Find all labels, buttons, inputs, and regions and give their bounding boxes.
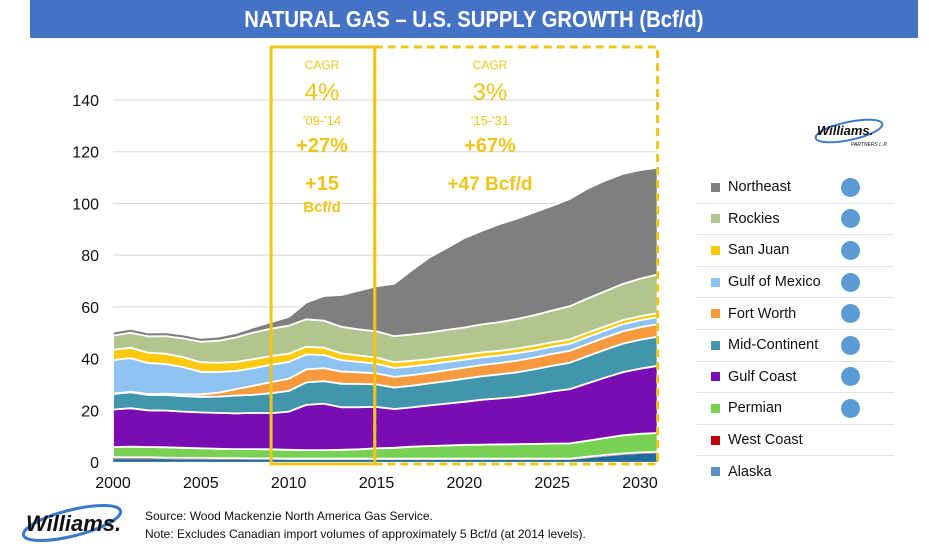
legend-swatch (711, 309, 720, 319)
annotation-period1: CAGR 4% '09-'14 +27% +15 Bcf/d (296, 58, 348, 216)
p1-cagr-label: CAGR (305, 58, 340, 72)
p2-growth-pct: +67% (464, 135, 516, 157)
williams-presence-dot-icon (841, 240, 860, 260)
annotation-period2: CAGR 3% '15-'31 +67% +47 Bcf/d (447, 58, 532, 195)
y-tick-label: 140 (72, 93, 99, 110)
williams-presence-dot-icon (841, 209, 860, 229)
legend-item: West Coast (697, 425, 894, 457)
exclusion-note: Note: Excludes Canadian import volumes o… (145, 527, 586, 541)
legend-item: San Juan (697, 235, 894, 267)
p1-growth-abs: +15 (305, 173, 339, 195)
williams-presence-dot-icon (841, 177, 860, 197)
legend-item: Alaska (697, 456, 894, 487)
legend-item: Northeast (697, 172, 894, 204)
x-axis-ticks: 2000 2005 2010 2015 2020 2025 2030 (95, 475, 658, 492)
p2-range: '15-'31 (471, 113, 509, 128)
legend-label: Northeast (728, 179, 791, 196)
p2-cagr-label: CAGR (473, 58, 508, 72)
legend-item: Mid-Continent (697, 330, 894, 362)
source-note: Source: Wood Mackenzie North America Gas… (145, 509, 433, 523)
williams-presence-dot-icon (841, 367, 860, 387)
legend-swatch (711, 182, 720, 192)
p2-cagr-value: 3% (473, 79, 508, 106)
highlight-box-1 (269, 45, 377, 466)
legend-item: Fort Worth (697, 298, 894, 330)
y-axis-ticks: 0 20 40 60 80 100 120 140 (72, 93, 99, 472)
logo-swoosh-icon (21, 504, 123, 542)
legend-swatch (711, 435, 720, 445)
legend-label: Gulf Coast (728, 368, 797, 385)
legend-swatch (711, 467, 720, 477)
legend: Northeast Rockies San Juan Gulf of Mexico Fo… (697, 172, 894, 487)
p2-growth-abs: +47 Bcf/d (447, 174, 532, 195)
x-tick-label: 2000 (95, 475, 131, 492)
x-tick-label: 2010 (271, 475, 307, 492)
legend-swatch (711, 214, 720, 224)
area-layers (112, 166, 659, 463)
legend-label: Rockies (728, 210, 780, 227)
x-tick-label: 2020 (447, 475, 483, 492)
williams-partners-logo: Williams. PARTNERS L.P. (814, 118, 887, 148)
legend-label: Mid-Continent (728, 337, 819, 354)
legend-label: San Juan (728, 242, 790, 259)
logo-sub: PARTNERS L.P. (851, 142, 887, 148)
x-tick-label: 2030 (622, 475, 658, 492)
legend-label: Fort Worth (728, 305, 797, 322)
williams-presence-dot-icon (841, 335, 860, 355)
chart-title: NATURAL GAS – U.S. SUPPLY GROWTH (Bcf/d) (244, 5, 704, 32)
legend-item: Gulf of Mexico (697, 267, 894, 299)
x-tick-label: 2005 (183, 475, 219, 492)
p1-range: '09-'14 (303, 113, 341, 128)
legend-swatch (711, 340, 720, 350)
logo-name: Williams. (26, 511, 121, 536)
p1-growth-pct: +27% (296, 135, 348, 157)
highlight-boxes (269, 45, 660, 466)
title-bar: NATURAL GAS – U.S. SUPPLY GROWTH (Bcf/d) (30, 0, 918, 38)
y-tick-label: 120 (72, 145, 99, 162)
p1-growth-unit: Bcf/d (303, 199, 341, 216)
y-tick-label: 100 (72, 196, 99, 213)
legend-swatch (711, 245, 720, 255)
legend-swatch (711, 372, 720, 382)
williams-presence-dot-icon (841, 272, 860, 292)
legend-label: West Coast (728, 432, 803, 449)
legend-item: Gulf Coast (697, 362, 894, 394)
legend-item: Permian (697, 393, 894, 425)
y-tick-label: 40 (81, 352, 99, 369)
legend-swatch (711, 277, 720, 287)
y-tick-label: 20 (81, 403, 99, 420)
williams-presence-dot-icon (841, 304, 860, 324)
legend-item: Rockies (697, 204, 894, 236)
legend-swatch (711, 403, 720, 413)
legend-label: Permian (728, 400, 782, 417)
y-tick-label: 0 (90, 455, 99, 472)
legend-label: Alaska (728, 463, 772, 480)
logo-name: Williams. (817, 123, 873, 138)
legend-label: Gulf of Mexico (728, 274, 821, 291)
p1-cagr-value: 4% (305, 79, 340, 106)
x-tick-label: 2025 (534, 475, 570, 492)
logo-swoosh-icon (814, 118, 884, 144)
williams-presence-dot-icon (841, 398, 860, 418)
y-tick-label: 80 (81, 248, 99, 265)
williams-logo: Williams. (21, 504, 123, 542)
x-tick-label: 2015 (359, 475, 395, 492)
y-tick-label: 60 (81, 300, 99, 317)
